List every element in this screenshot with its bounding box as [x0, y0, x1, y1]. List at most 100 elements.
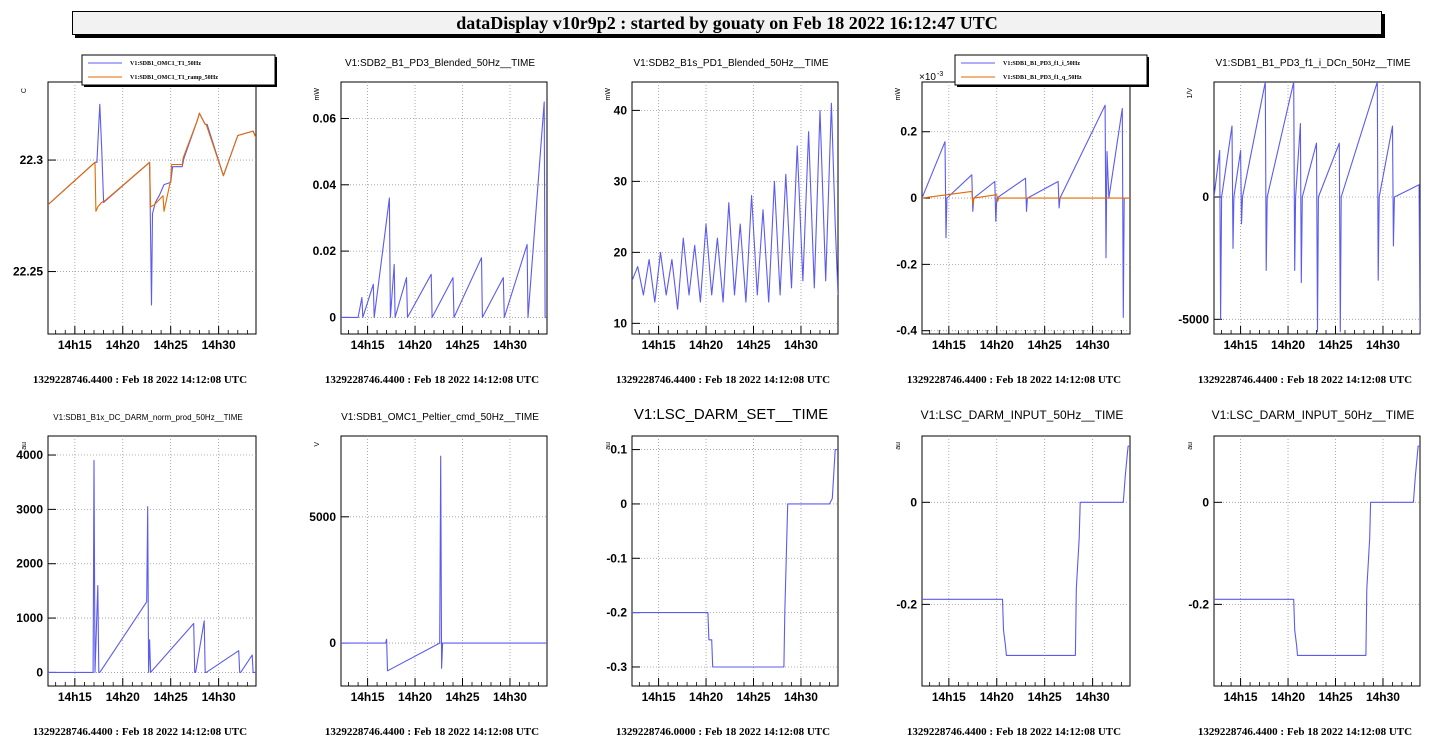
y-tick-label: 0 [910, 495, 917, 509]
y-tick-label: 0.1 [610, 443, 627, 457]
plot-panel-9: 14h15 14h20 14h25 14h30 -0.2 0 au V1:LSC_DARM_I… [895, 408, 1131, 738]
x-tick-label: 14h15 [642, 338, 676, 352]
x-tick-label: 14h15 [932, 690, 966, 704]
plot-legend: V1:SDB1_OMC1_T1_50Hz V1:SDB1_OMC1_T1_ramp… [81, 54, 277, 87]
plot-panel-4: 14h15 14h20 14h25 14h30 -0.4 -0.2 0 0.2 mW ×10 -3 V… [895, 54, 1149, 386]
plot-panel-10: 14h15 14h20 14h25 14h30 -0.2 0 au V1:LSC_DARM_I… [1187, 408, 1421, 738]
plot-frame [631, 81, 839, 335]
x-tick-label: 14h30 [202, 690, 236, 704]
plot-timestamp: 1329228746.4400 : Feb 18 2022 14:12:08 U… [1198, 374, 1412, 386]
y-axis-unit: mW [605, 88, 612, 101]
x-tick-label: 14h25 [1318, 690, 1352, 704]
y-tick-label: 0 [910, 191, 917, 205]
x-tick-label: 14h20 [106, 690, 140, 704]
x-tick-label: 14h20 [980, 690, 1014, 704]
x-tick-label: 14h20 [689, 338, 723, 352]
legend-entry: V1:SDB1_OMC1_T1_ramp_50Hz [130, 75, 218, 81]
y-axis-exponent-power: -3 [937, 71, 943, 78]
data-series-line [48, 103, 256, 306]
plot-timestamp: 1329228746.4400 : Feb 18 2022 14:12:08 U… [33, 374, 247, 386]
plot-timestamp: 1329228746.0000 : Feb 18 2022 14:12:08 U… [616, 726, 830, 738]
plot-panel-7: 14h15 14h20 14h25 14h30 0 5000 V V1:SDB1_OMC1_P… [309, 412, 548, 738]
x-tick-label: 14h25 [445, 690, 479, 704]
x-tick-label: 14h15 [58, 338, 92, 352]
plot-title: V1:LSC_DARM_INPUT_50Hz__TIME [1212, 408, 1415, 422]
x-tick-label: 14h15 [351, 338, 385, 352]
x-tick-label: 14h30 [784, 690, 818, 704]
data-series-line [1214, 445, 1420, 656]
data-series-line [632, 102, 838, 310]
y-tick-label: 5000 [309, 510, 336, 524]
x-tick-label: 14h20 [1271, 338, 1305, 352]
y-tick-label: 2000 [16, 557, 43, 571]
data-series-line [341, 101, 547, 318]
plot-panel-2: 14h15 14h20 14h25 14h30 0 0.02 0.04 0.06 mW V1:SD… [313, 58, 548, 386]
x-tick-label: 14h20 [1271, 690, 1305, 704]
plot-title: V1:SDB1_B1x_DC_DARM_norm_prod_50Hz__TIME [53, 413, 242, 422]
x-tick-label: 14h20 [106, 338, 140, 352]
plot-timestamp: 1329228746.4400 : Feb 18 2022 14:12:08 U… [325, 726, 539, 738]
y-axis-unit: au [895, 442, 902, 450]
y-axis-unit: au [605, 442, 612, 450]
data-series-line [48, 459, 256, 673]
y-tick-label: 0 [36, 665, 43, 679]
y-tick-label: -0.1 [606, 551, 627, 565]
y-tick-label: 22.3 [20, 153, 44, 167]
y-tick-label: 0 [329, 310, 336, 324]
x-tick-label: 14h30 [1366, 690, 1400, 704]
x-tick-label: 14h25 [154, 690, 188, 704]
x-tick-label: 14h30 [784, 338, 818, 352]
y-tick-label: -0.2 [896, 257, 917, 271]
y-tick-label: 0 [329, 636, 336, 650]
y-tick-label: 20 [614, 245, 628, 259]
y-tick-label: 0 [1202, 495, 1209, 509]
y-tick-label: 30 [614, 174, 628, 188]
y-axis-unit: C [21, 88, 28, 93]
y-axis-unit: mW [895, 88, 902, 101]
plot-panel-5: 14h15 14h20 14h25 14h30 -5000 0 1/V V1:SDB1_B1_… [1178, 58, 1421, 386]
x-tick-label: 14h15 [351, 690, 385, 704]
plot-timestamp: 1329228746.4400 : Feb 18 2022 14:12:08 U… [33, 726, 247, 738]
plot-title: V1:SDB2_B1_PD3_Blended_50Hz__TIME [345, 58, 535, 69]
y-tick-label: -5000 [1178, 312, 1209, 326]
y-tick-label: 0.02 [313, 244, 337, 258]
data-series-line [1214, 82, 1420, 333]
x-tick-label: 14h20 [689, 690, 723, 704]
x-tick-label: 14h30 [202, 338, 236, 352]
plot-frame [47, 435, 257, 687]
y-tick-label: -0.2 [1188, 597, 1209, 611]
y-tick-label: 3000 [16, 502, 43, 516]
y-tick-label: 0.04 [313, 178, 337, 192]
x-tick-label: 14h25 [154, 338, 188, 352]
x-tick-label: 14h15 [1224, 338, 1258, 352]
x-tick-label: 14h30 [493, 338, 527, 352]
plot-panel-8: 14h15 14h20 14h25 14h30 -0.3 -0.2 -0.1 0 0.1au V1… [605, 406, 839, 738]
legend-entry: V1:SDB1_B1_PD3_f1_i_50Hz [1003, 61, 1080, 67]
x-tick-label: 14h25 [1028, 690, 1062, 704]
y-axis-unit: au [1187, 442, 1194, 450]
plot-timestamp: 1329228746.4400 : Feb 18 2022 14:12:08 U… [616, 374, 830, 386]
data-series-line [922, 445, 1130, 656]
data-series-line [341, 455, 547, 672]
plot-frame [1213, 81, 1421, 335]
y-tick-label: -0.4 [896, 324, 917, 338]
plot-title: V1:SDB1_OMC1_Peltier_cmd_50Hz__TIME [341, 412, 539, 423]
x-tick-label: 14h25 [736, 338, 770, 352]
data-series-line [632, 449, 838, 668]
legend-box [954, 54, 1148, 86]
plot-timestamp: 1329228746.4400 : Feb 18 2022 14:12:08 U… [907, 374, 1121, 386]
data-series-line [922, 104, 1130, 318]
x-tick-label: 14h20 [398, 690, 432, 704]
plot-timestamp: 1329228746.4400 : Feb 18 2022 14:12:08 U… [325, 374, 539, 386]
x-tick-label: 14h20 [398, 338, 432, 352]
plot-title: V1:LSC_DARM_SET__TIME [634, 406, 828, 423]
plot-frame [921, 435, 1131, 687]
x-tick-label: 14h15 [932, 338, 966, 352]
plot-title: V1:SDB2_B1s_PD1_Blended_50Hz__TIME [633, 58, 828, 69]
y-axis-unit: au [21, 442, 28, 450]
x-tick-label: 14h25 [1318, 338, 1352, 352]
plot-timestamp: 1329228746.4400 : Feb 18 2022 14:12:08 U… [907, 726, 1121, 738]
x-tick-label: 14h20 [980, 338, 1014, 352]
